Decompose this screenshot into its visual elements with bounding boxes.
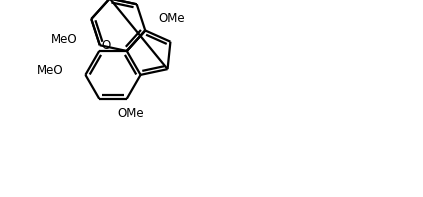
Text: MeO: MeO (37, 64, 64, 77)
Text: MeO: MeO (51, 33, 77, 46)
Text: OMe: OMe (118, 107, 144, 120)
Text: O: O (101, 39, 110, 52)
Text: OMe: OMe (158, 12, 185, 25)
